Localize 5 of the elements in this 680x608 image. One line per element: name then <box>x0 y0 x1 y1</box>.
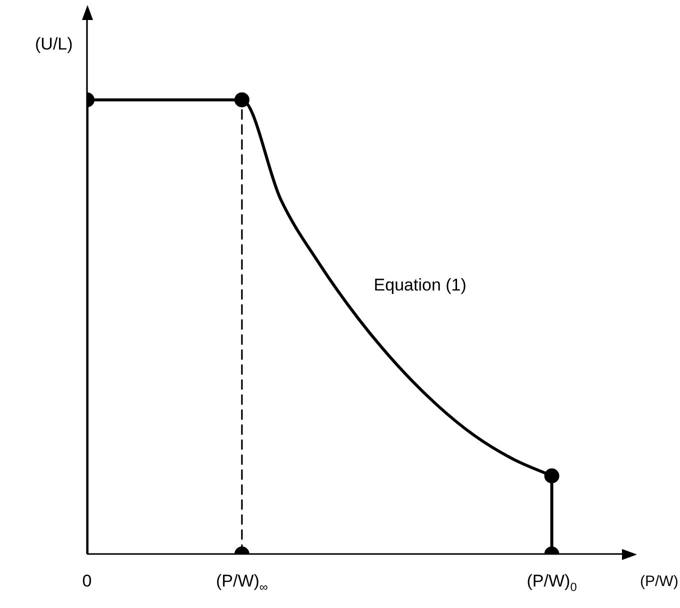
annotation: Equation (1) <box>374 276 466 295</box>
x-axis-title: (P/W) <box>640 573 678 590</box>
y-axis-title: (U/L) <box>35 34 73 54</box>
x-tick-label: 0 <box>82 572 92 591</box>
x-tick-label: (P/W)∞ <box>216 572 268 594</box>
